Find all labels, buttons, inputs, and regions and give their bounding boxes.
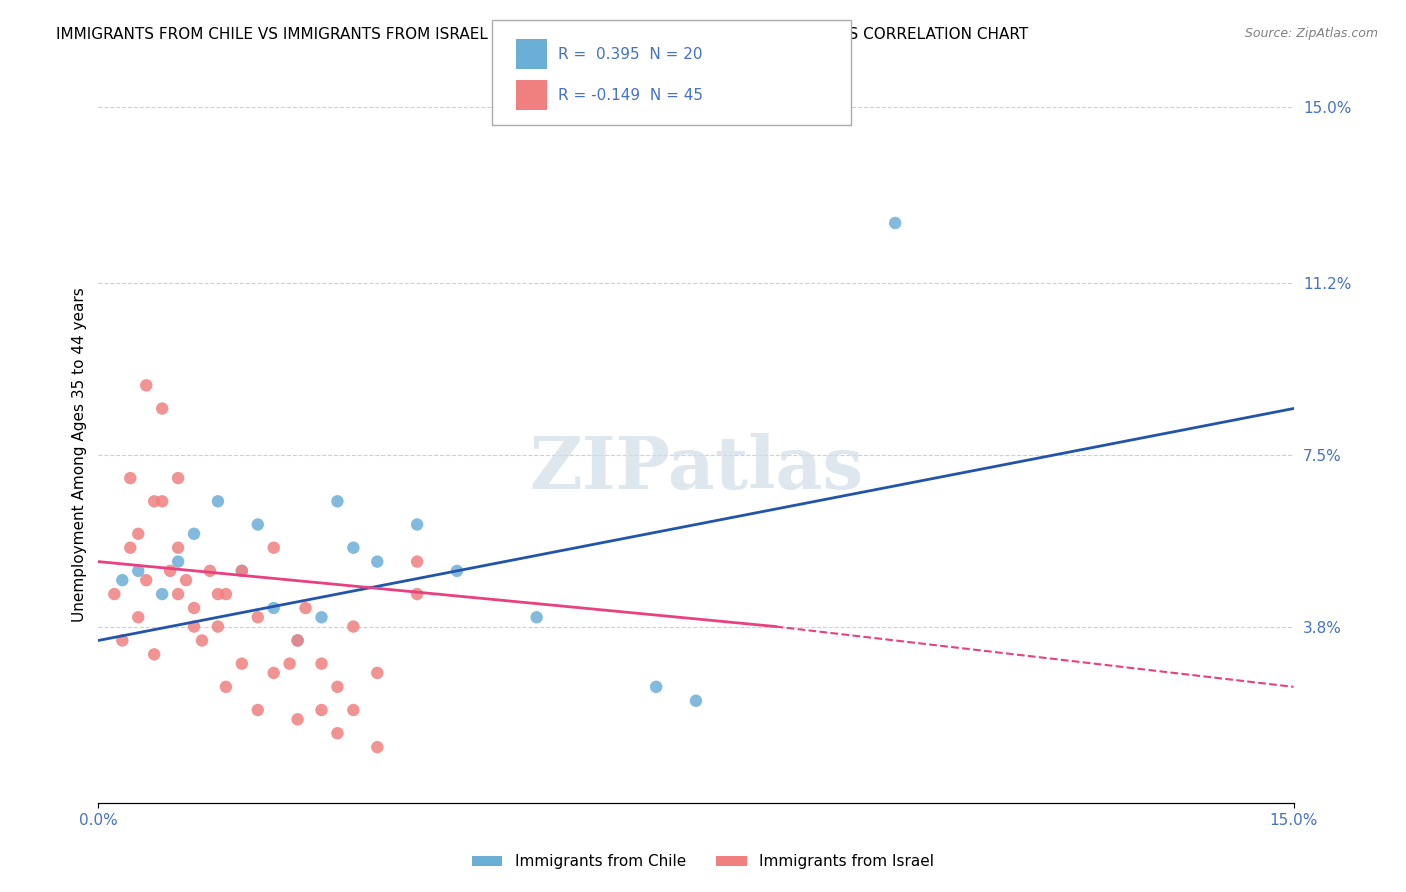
Point	[111, 633, 134, 648]
Point	[446, 564, 468, 578]
Point	[311, 657, 333, 671]
Point	[526, 610, 548, 624]
Point	[406, 587, 429, 601]
Point	[685, 694, 707, 708]
Point	[159, 564, 181, 578]
Point	[127, 526, 149, 541]
Point	[326, 680, 349, 694]
Point	[167, 541, 190, 555]
Point	[207, 619, 229, 633]
Point	[150, 401, 173, 416]
Point	[231, 564, 253, 578]
Point	[167, 587, 190, 601]
Point	[366, 740, 388, 755]
Point	[342, 619, 364, 633]
Point	[103, 587, 125, 601]
Text: R = -0.149  N = 45: R = -0.149 N = 45	[558, 88, 703, 103]
Point	[167, 555, 190, 569]
Point	[884, 216, 907, 230]
Point	[287, 633, 309, 648]
Point	[294, 601, 316, 615]
Point	[231, 657, 253, 671]
Point	[150, 494, 173, 508]
Point	[246, 703, 269, 717]
Point	[311, 703, 333, 717]
Point	[215, 680, 238, 694]
Point	[263, 541, 285, 555]
Point	[246, 610, 269, 624]
Point	[183, 619, 205, 633]
Point	[183, 601, 205, 615]
Legend: Immigrants from Chile, Immigrants from Israel: Immigrants from Chile, Immigrants from I…	[465, 848, 941, 875]
Y-axis label: Unemployment Among Ages 35 to 44 years: Unemployment Among Ages 35 to 44 years	[72, 287, 87, 623]
Point	[645, 680, 668, 694]
Point	[263, 601, 285, 615]
Point	[143, 494, 166, 508]
Text: Source: ZipAtlas.com: Source: ZipAtlas.com	[1244, 27, 1378, 40]
Point	[135, 573, 157, 587]
Point	[215, 587, 238, 601]
Point	[311, 610, 333, 624]
Point	[127, 610, 149, 624]
Point	[263, 665, 285, 680]
Text: IMMIGRANTS FROM CHILE VS IMMIGRANTS FROM ISRAEL UNEMPLOYMENT AMONG AGES 35 TO 44: IMMIGRANTS FROM CHILE VS IMMIGRANTS FROM…	[56, 27, 1029, 42]
Point	[183, 526, 205, 541]
Point	[366, 555, 388, 569]
Point	[198, 564, 221, 578]
Point	[120, 541, 142, 555]
Point	[406, 555, 429, 569]
Point	[406, 517, 429, 532]
Point	[326, 726, 349, 740]
Point	[326, 494, 349, 508]
Point	[174, 573, 197, 587]
Text: ZIPatlas: ZIPatlas	[529, 434, 863, 504]
Point	[246, 517, 269, 532]
Point	[342, 541, 364, 555]
Point	[127, 564, 149, 578]
Point	[167, 471, 190, 485]
Point	[366, 665, 388, 680]
Point	[207, 494, 229, 508]
Point	[231, 564, 253, 578]
Point	[342, 703, 364, 717]
Point	[150, 587, 173, 601]
Point	[191, 633, 214, 648]
Point	[111, 573, 134, 587]
Point	[278, 657, 301, 671]
Point	[287, 712, 309, 726]
Point	[143, 648, 166, 662]
Point	[207, 587, 229, 601]
Point	[135, 378, 157, 392]
Point	[120, 471, 142, 485]
Point	[287, 633, 309, 648]
Text: R =  0.395  N = 20: R = 0.395 N = 20	[558, 47, 703, 62]
